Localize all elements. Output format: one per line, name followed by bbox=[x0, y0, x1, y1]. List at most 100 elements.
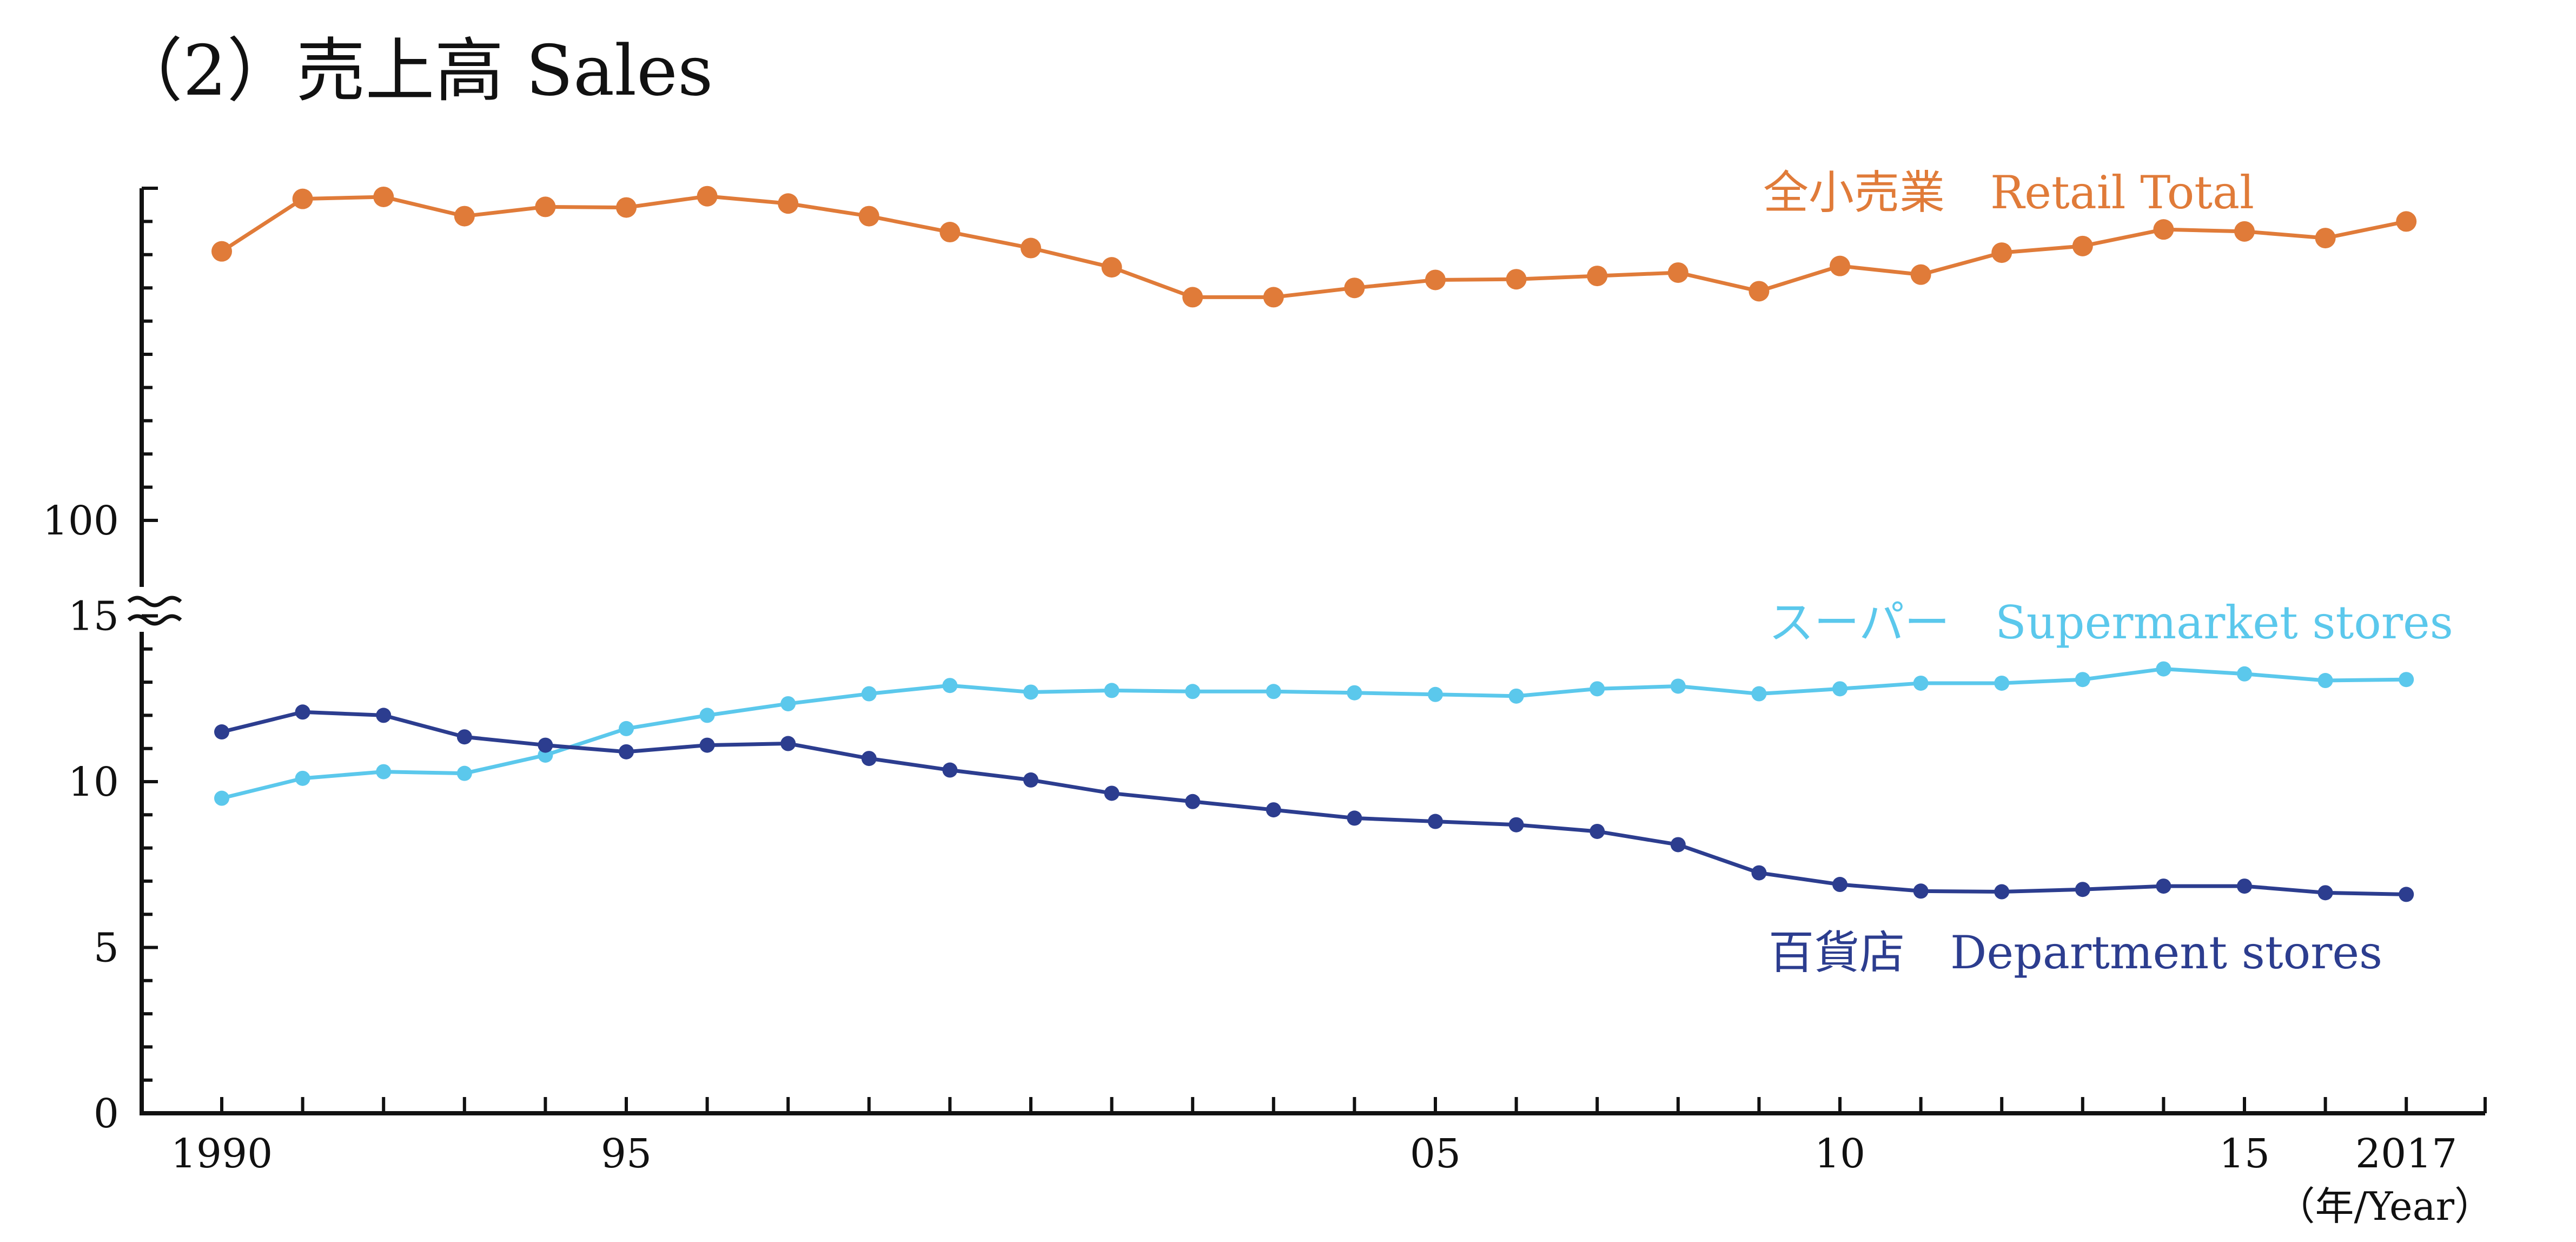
y-tick-label: 0 bbox=[94, 1091, 119, 1137]
y-tick-label: 100 bbox=[43, 498, 119, 544]
data-point bbox=[1832, 877, 1847, 893]
data-point bbox=[214, 724, 229, 740]
data-point bbox=[295, 704, 310, 720]
data-point bbox=[1667, 262, 1688, 283]
data-point bbox=[1994, 884, 2010, 900]
data-point bbox=[619, 744, 634, 759]
data-point bbox=[1506, 269, 1527, 290]
data-point bbox=[699, 737, 715, 753]
series-line bbox=[221, 710, 2407, 896]
data-point bbox=[1670, 837, 1686, 853]
data-point bbox=[616, 197, 637, 218]
data-point bbox=[1590, 823, 1605, 839]
data-point bbox=[1104, 785, 1120, 801]
data-point bbox=[699, 708, 715, 723]
data-point bbox=[2399, 887, 2414, 902]
data-point bbox=[2072, 235, 2093, 256]
data-point bbox=[1508, 817, 1524, 833]
axis-break-mark bbox=[127, 614, 182, 626]
axis-break-mark bbox=[127, 596, 182, 607]
data-point bbox=[939, 222, 961, 243]
data-point bbox=[1751, 686, 1767, 702]
data-point bbox=[2153, 219, 2174, 240]
data-point bbox=[2156, 661, 2171, 677]
data-point bbox=[1910, 264, 1931, 285]
data-point bbox=[535, 196, 556, 217]
data-point bbox=[214, 790, 229, 806]
data-point bbox=[376, 708, 392, 723]
series-line bbox=[221, 667, 2407, 801]
data-point bbox=[1830, 255, 1850, 276]
y-tick-label: 10 bbox=[68, 759, 119, 805]
y-tick-label: 15 bbox=[68, 593, 119, 640]
data-point bbox=[1913, 883, 1929, 899]
data-point bbox=[1670, 678, 1686, 694]
data-point bbox=[1344, 278, 1365, 299]
series-layer bbox=[211, 186, 2417, 902]
data-point bbox=[1023, 684, 1038, 700]
data-point bbox=[1185, 684, 1201, 699]
y-tick-label: 5 bbox=[94, 925, 119, 972]
data-point bbox=[1347, 685, 1362, 701]
data-point bbox=[2315, 228, 2336, 249]
x-tick-label: 2017 bbox=[2355, 1131, 2457, 1177]
series-line bbox=[221, 194, 2407, 299]
x-axis-unit-label: （年/Year） bbox=[2276, 1184, 2494, 1229]
data-point bbox=[2317, 885, 2333, 901]
data-point bbox=[942, 678, 958, 693]
data-point bbox=[1749, 281, 1770, 302]
x-tick-label: 05 bbox=[1410, 1131, 1461, 1177]
data-point bbox=[1023, 772, 1038, 788]
data-point bbox=[1266, 802, 1281, 818]
data-point bbox=[538, 737, 553, 753]
data-point bbox=[2396, 211, 2417, 232]
data-point bbox=[1428, 814, 1443, 829]
data-point bbox=[2237, 666, 2252, 682]
data-point bbox=[1991, 242, 2012, 263]
data-point bbox=[456, 729, 472, 745]
data-point bbox=[1104, 683, 1120, 698]
data-point bbox=[1994, 675, 2010, 691]
data-point bbox=[1347, 810, 1362, 826]
data-point bbox=[373, 186, 394, 207]
data-point bbox=[1182, 287, 1203, 308]
data-point bbox=[858, 206, 879, 227]
data-point bbox=[1590, 681, 1605, 697]
data-point bbox=[2399, 672, 2414, 688]
data-point bbox=[1832, 681, 1847, 697]
data-point bbox=[861, 751, 877, 767]
data-point bbox=[2075, 882, 2090, 897]
data-point bbox=[1508, 688, 1524, 704]
data-point bbox=[2075, 672, 2090, 688]
data-point bbox=[1185, 794, 1201, 809]
data-point bbox=[295, 770, 310, 786]
data-point bbox=[1751, 865, 1767, 881]
data-point bbox=[1428, 686, 1443, 702]
x-tick-label: 10 bbox=[1815, 1131, 1865, 1177]
data-point bbox=[697, 186, 718, 207]
series-label: 百貨店 Department stores bbox=[1769, 926, 2382, 979]
data-point bbox=[1913, 675, 1929, 691]
data-point bbox=[1263, 287, 1284, 308]
data-point bbox=[2234, 221, 2255, 242]
series-label: 全小売業 Retail Total bbox=[1763, 166, 2254, 219]
data-point bbox=[1021, 237, 1041, 259]
data-point bbox=[211, 241, 232, 262]
data-point bbox=[1587, 266, 1608, 287]
data-point bbox=[2237, 878, 2252, 894]
series-label: スーパー Supermarket stores bbox=[1769, 596, 2453, 649]
data-point bbox=[619, 721, 634, 736]
data-point bbox=[778, 193, 799, 214]
series-labels: 全小売業 Retail Total スーパー Supermarket stores… bbox=[1763, 166, 2453, 979]
data-point bbox=[1101, 257, 1122, 278]
data-point bbox=[2317, 673, 2333, 689]
data-point bbox=[376, 764, 392, 779]
data-point bbox=[780, 736, 796, 751]
data-point bbox=[780, 696, 796, 711]
x-tick-label: 15 bbox=[2219, 1131, 2270, 1177]
data-point bbox=[861, 686, 877, 702]
data-point bbox=[2156, 878, 2171, 894]
